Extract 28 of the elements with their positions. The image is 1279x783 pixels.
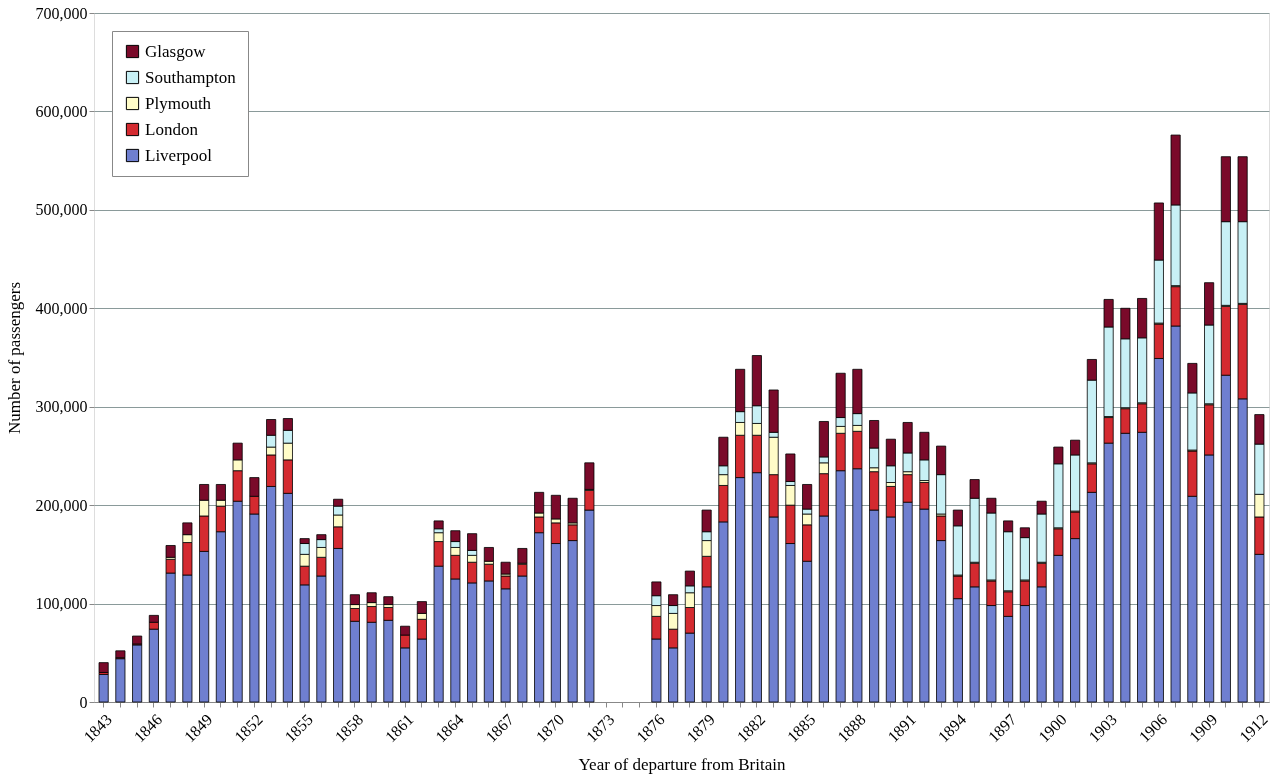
x-tick-label: 1849 — [180, 710, 216, 746]
x-tick-label: 1879 — [683, 710, 718, 746]
y-tick-label: 400,000 — [35, 299, 88, 317]
x-tick-label: 1909 — [1185, 710, 1221, 746]
y-tick-label: 700,000 — [35, 4, 88, 22]
y-tick-label: 100,000 — [35, 595, 88, 613]
x-tick-label: 1891 — [884, 710, 919, 746]
x-tick-label: 1873 — [582, 710, 618, 746]
legend-label: London — [145, 119, 199, 139]
legend-label: Plymouth — [145, 93, 212, 113]
legend-label: Liverpool — [145, 145, 213, 165]
x-tick-label: 1912 — [1236, 710, 1271, 746]
x-tick-label: 1900 — [1035, 710, 1070, 746]
legend-label: Southampton — [145, 67, 237, 87]
x-tick-label: 1882 — [733, 710, 769, 746]
legend-label: Glasgow — [145, 41, 207, 61]
y-tick-label: 0 — [79, 693, 88, 711]
y-tick-label: 300,000 — [35, 398, 88, 416]
x-tick-label: 1870 — [532, 710, 568, 746]
x-tick-label: 1843 — [80, 710, 115, 746]
x-tick-label: 1903 — [1085, 710, 1120, 746]
y-tick-label: 600,000 — [35, 102, 88, 120]
x-tick-label: 1861 — [381, 710, 417, 746]
y-tick-label: 200,000 — [35, 496, 88, 514]
x-axis-title: Year of departure from Britain — [578, 755, 786, 775]
x-tick-label: 1852 — [231, 710, 266, 746]
y-tick-label: 500,000 — [35, 201, 88, 219]
y-axis-title: Number of passengers — [4, 281, 24, 435]
